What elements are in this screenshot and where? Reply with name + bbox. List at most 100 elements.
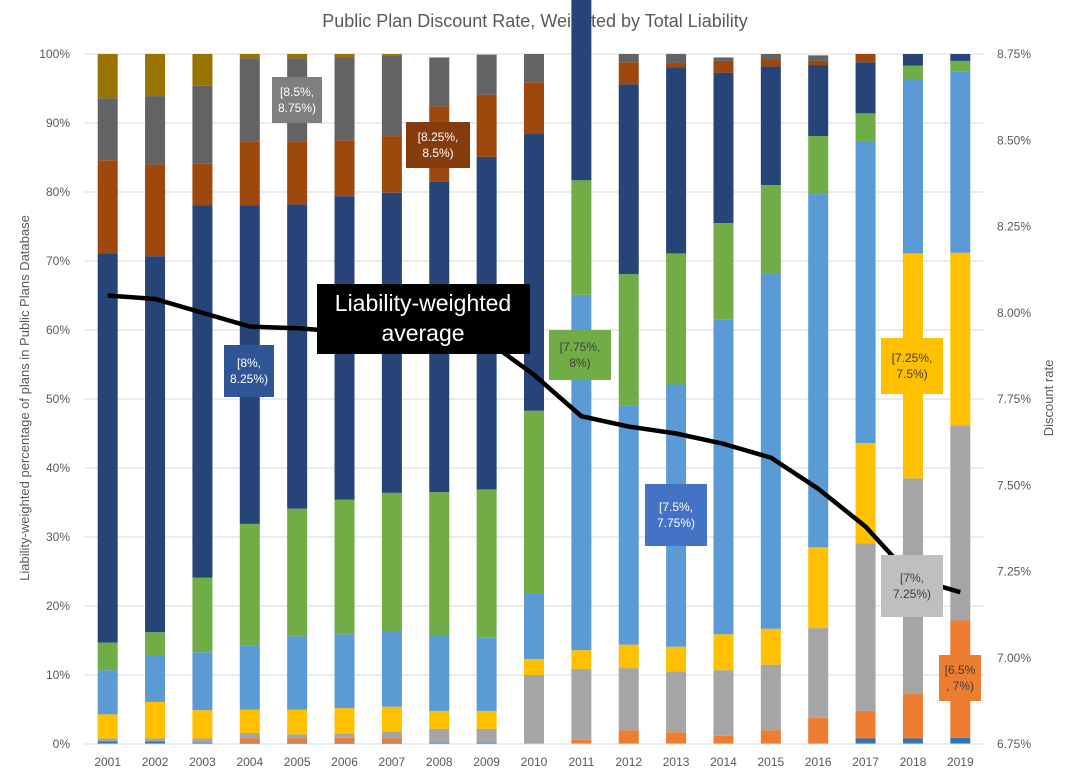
bar-segment [666,732,687,744]
bar-segment [760,66,781,186]
bar-segment [902,79,923,254]
bar-segment [97,670,118,715]
bar-segment [429,742,450,744]
x-tick-label: 2018 [900,755,927,769]
bar-segment [476,94,497,157]
bar-segment [950,71,971,253]
bar-segment [524,82,544,135]
x-tick-label: 2012 [615,755,642,769]
bar-segment [145,741,166,744]
x-tick-label: 2019 [947,755,974,769]
callout-text: 7.75%) [657,516,695,530]
y-tick-label: 70% [46,254,70,268]
bar-segment [571,650,592,669]
bar-segment [618,62,639,85]
bar-segment [192,577,213,653]
bar-segment [713,72,734,224]
bar-segment [713,634,734,671]
bar-segment [97,741,118,744]
bar-segment [571,0,592,181]
x-tick-label: 2003 [189,755,216,769]
bar-segment [429,728,450,743]
callout-text: 8.75%) [278,101,316,115]
callout-label: [7.75%, 8%) [549,330,611,380]
callout-box [224,345,274,397]
callout-label: [7.25%, 7.5%) [881,338,943,394]
bar-segment [334,54,355,58]
callout-box [549,330,611,380]
callout-box [645,484,707,546]
x-tick-label: 2006 [331,755,358,769]
bar-segment [618,84,639,275]
bar-segment [902,738,923,744]
average-series-line [107,293,961,595]
bar-segment [381,136,402,193]
bar-segment [808,628,829,718]
bar-segment [902,54,923,66]
bar-segment [902,693,923,739]
bar-segment [855,710,876,739]
bar-segment [808,60,829,66]
bar-segment [760,628,781,665]
y2-tick-label: 8.00% [997,306,1031,320]
bar-segment [524,54,544,83]
bar-segment [666,646,687,672]
y-tick-label: 40% [46,461,70,475]
bar-segment [713,60,734,73]
bar-segment [287,204,308,509]
callout-text: [7.25%, [892,351,933,365]
bar-segment [618,274,639,406]
bar-segment [808,194,829,548]
average-label-box [317,284,530,354]
y2-axis-title: Discount rate [1041,360,1056,437]
callouts: [8.5%, 8.75%) [8.25%, 8.5%) [8%, 8.25%) [7.75%… [224,77,981,701]
y-tick-label: 50% [46,392,70,406]
bar-segment [287,738,308,743]
bar-segment [571,668,592,740]
bar-segment [429,57,450,107]
bar-segment [239,141,260,206]
bar-segment [97,738,118,742]
bar-segment [192,85,213,164]
x-tick-label: 2016 [805,755,832,769]
y-tick-label: 90% [46,116,70,130]
bar-segment [524,675,544,744]
bar-segment [381,706,402,732]
y2-tick-label: 7.75% [997,392,1031,406]
bar-segment [524,593,544,660]
bar-segment [666,54,687,63]
bar-segment [476,710,497,729]
bar-segment [192,738,213,743]
y2-tick-label: 6.75% [997,737,1031,751]
callout-text: 7.5%) [896,367,927,381]
bar-segment [381,492,402,632]
callout-label: [6.5% , 7%) [939,655,981,701]
callout-label: [8.25%, 8.5%) [406,122,470,168]
callout-text: [7.75%, [560,340,601,354]
bar-segment [855,62,876,114]
callout-text: 8.25%) [230,372,268,386]
bar-segment [192,205,213,578]
bar-segment [334,737,355,743]
y2-tick-label: 8.25% [997,220,1031,234]
bar-segment [239,738,260,743]
axes: 0% 10% 20% 30% 40% 50% 60% 70% 80% 90% 100% 6.75% 7.… [39,47,1031,769]
average-label: Liability-weighted average [317,284,530,354]
callout-text: [6.5% [945,663,976,677]
bar-segment [950,60,971,72]
bar-segment [808,547,829,629]
bar-segment [713,735,734,744]
bar-segment [855,543,876,711]
x-tick-label: 2011 [568,755,594,769]
bar-segment [618,668,639,731]
callout-text: [8%, [237,356,261,370]
bar-segment [145,738,166,742]
bar-segment [571,739,592,744]
bar-segment [381,731,402,739]
callout-label: [7.5%, 7.75%) [645,484,707,546]
y2-tick-label: 8.75% [997,47,1031,61]
bar-segment [381,55,402,137]
bar-segment [524,659,544,675]
y-tick-label: 0% [53,737,71,751]
bar-segment [287,508,308,637]
